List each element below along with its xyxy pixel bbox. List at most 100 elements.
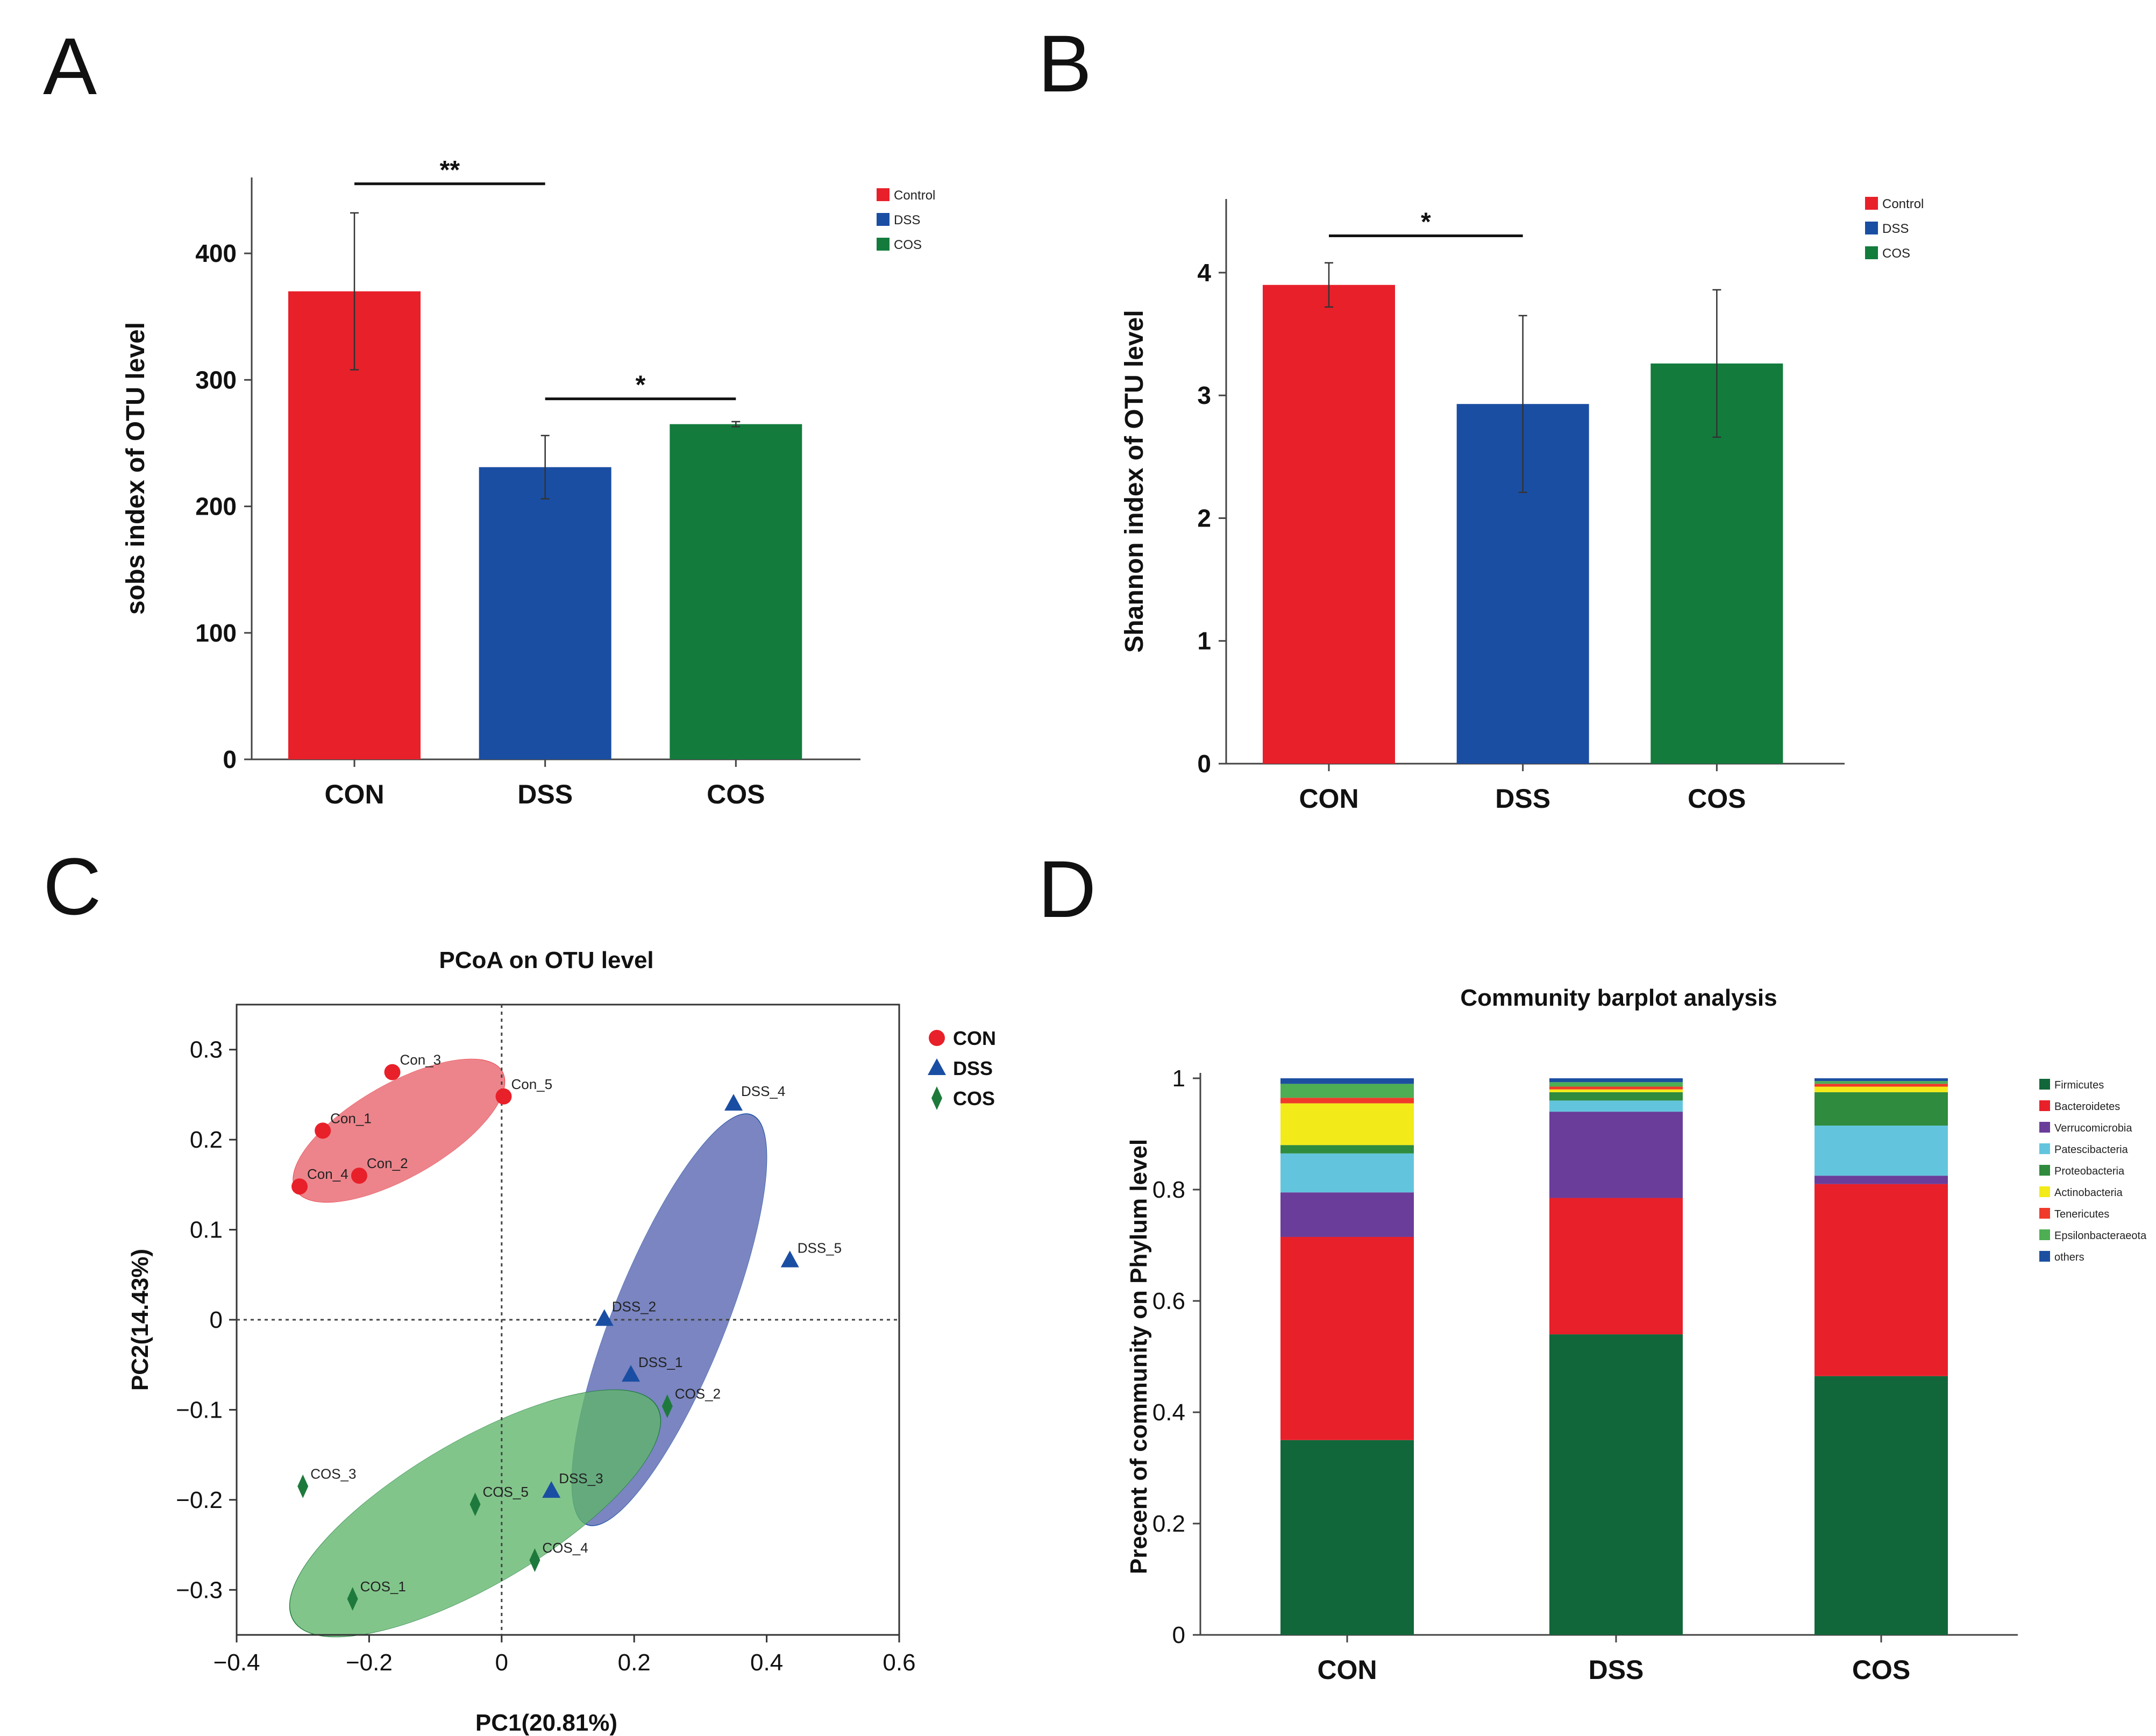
x-tick-label-dss: DSS: [1495, 784, 1550, 814]
legend-label-bacteroidetes: Bacteroidetes: [2054, 1101, 2120, 1113]
bar-segment-dss-proteobacteria: [1549, 1092, 1683, 1101]
y-tick-label: 2: [1197, 504, 1211, 532]
panel-letter-d: D: [1038, 844, 1096, 934]
x-tick-label: 0: [495, 1649, 508, 1676]
legend-label-dss: DSS: [1882, 222, 1909, 236]
panel-c-pcoa-chart: −0.4 −0.2 0 0.2 0.4 0.6 −0.3 −0.2 −0.1 0 0.1 0.2 0.3…: [127, 947, 996, 1736]
bar-segment-dss-patescibacteria: [1549, 1100, 1683, 1112]
x-tick-label: 0.2: [618, 1649, 651, 1676]
y-axis-label: PC2(14.43%): [127, 1249, 153, 1391]
y-tick-label: 4: [1197, 259, 1211, 287]
point-dss-4: [724, 1094, 743, 1111]
y-tick-label: −0.1: [176, 1397, 223, 1423]
point-cos-2: [661, 1394, 673, 1418]
y-tick-label: 0.1: [190, 1217, 223, 1243]
point-con-1: [315, 1122, 331, 1139]
x-tick-label-dss: DSS: [1589, 1655, 1644, 1685]
chart-title: Community barplot analysis: [1460, 985, 1777, 1011]
panel-letter-b: B: [1038, 18, 1092, 109]
bar-segment-dss-others: [1549, 1078, 1683, 1083]
legend-label-cos: COS: [1882, 246, 1910, 261]
bar-segment-con-bacteroidetes: [1280, 1236, 1414, 1440]
point-dss-1: [622, 1365, 641, 1382]
legend-label-dss: DSS: [894, 213, 920, 227]
legend-marker-dss: [928, 1058, 946, 1075]
legend-label-patescibacteria: Patescibacteria: [2054, 1144, 2129, 1156]
y-axis-label: Shannon index of OTU level: [1120, 310, 1149, 652]
point-dss-3: [542, 1481, 561, 1498]
point-label-cos-3: COS_3: [310, 1466, 356, 1482]
point-label-dss-3: DSS_3: [559, 1470, 603, 1486]
x-axis-label: PC1(20.81%): [475, 1710, 617, 1736]
point-cos-3: [297, 1474, 309, 1498]
y-axis-label: Precent of community on Phylum level: [1126, 1139, 1152, 1574]
point-label-con-3: Con_3: [400, 1052, 442, 1068]
legend-label-dss: DSS: [953, 1057, 993, 1079]
bar-segment-con-verrucomicrobia: [1280, 1192, 1414, 1237]
y-tick-label: 0.8: [1152, 1177, 1185, 1203]
legend-swatch-control: [1865, 197, 1878, 210]
bar-segment-con-actinobacteria: [1280, 1103, 1414, 1146]
point-label-dss-1: DSS_1: [638, 1354, 682, 1370]
y-tick-label: 400: [195, 239, 237, 267]
point-con-3: [384, 1064, 401, 1080]
bar-segment-cos-tenericutes: [1815, 1084, 1948, 1087]
point-con-5: [495, 1088, 512, 1105]
bar-segment-con-patescibacteria: [1280, 1153, 1414, 1193]
legend-swatch-actinobacteria: [2039, 1186, 2050, 1197]
panel-letter-a: A: [43, 21, 97, 111]
y-tick-label: −0.3: [176, 1577, 223, 1603]
x-tick-label-cos: COS: [1688, 784, 1746, 814]
point-label-cos-5: COS_5: [483, 1484, 529, 1500]
legend-label-tenericutes: Tenericutes: [2054, 1208, 2109, 1220]
y-tick-label: 0: [1172, 1622, 1185, 1648]
x-tick-label-con: CON: [1299, 784, 1358, 814]
bar-segment-dss-actinobacteria: [1549, 1089, 1683, 1092]
bar-segment-cos-actinobacteria: [1815, 1086, 1948, 1092]
bar-segment-con-others: [1280, 1078, 1414, 1084]
bar-segment-cos-verrucomicrobia: [1815, 1176, 1948, 1184]
point-con-4: [291, 1178, 308, 1195]
bar-segment-dss-epsilonbacteraeota: [1549, 1082, 1683, 1087]
legend-marker-con: [929, 1030, 945, 1046]
bar-segment-cos-others: [1815, 1078, 1948, 1082]
x-tick-label: −0.2: [346, 1649, 393, 1676]
point-label-con-5: Con_5: [511, 1076, 552, 1092]
y-tick-label: 3: [1197, 381, 1211, 409]
y-axis-label: sobs index of OTU level: [122, 322, 150, 615]
y-tick-label: 0: [223, 745, 237, 773]
point-label-cos-2: COS_2: [675, 1386, 721, 1402]
legend-swatch-dss: [877, 213, 890, 226]
point-label-cos-4: COS_4: [542, 1540, 588, 1556]
legend-swatch-verrucomicrobia: [2039, 1122, 2050, 1133]
legend-swatch-dss: [1865, 222, 1878, 234]
bar-segment-dss-verrucomicrobia: [1549, 1112, 1683, 1198]
y-tick-label: 0.3: [190, 1037, 223, 1063]
x-tick-label-cos: COS: [1852, 1655, 1910, 1685]
legend-swatch-others: [2039, 1251, 2050, 1262]
significance-label: *: [1421, 208, 1431, 236]
bar-segment-dss-firmicutes: [1549, 1334, 1683, 1635]
legend-swatch-patescibacteria: [2039, 1143, 2050, 1154]
legend-swatch-epsilonbacteraeota: [2039, 1229, 2050, 1240]
legend-label-proteobacteria: Proteobacteria: [2054, 1165, 2125, 1177]
significance-label: *: [636, 371, 646, 400]
y-tick-label: 300: [195, 366, 237, 394]
y-tick-label: 0.2: [190, 1127, 223, 1153]
y-tick-label: 100: [195, 619, 237, 647]
bar-segment-cos-epsilonbacteraeota: [1815, 1081, 1948, 1084]
bar-cos: [670, 424, 802, 759]
bar-segment-con-firmicutes: [1280, 1440, 1414, 1635]
x-tick-label: 0.6: [883, 1649, 915, 1676]
point-label-cos-1: COS_1: [360, 1578, 406, 1595]
panel-b-shannon-chart: 0 1 2 3 4 CON DSS COS * Shannon index of OTU leve…: [1120, 197, 1924, 814]
panel-letter-c: C: [43, 841, 101, 931]
legend-swatch-proteobacteria: [2039, 1165, 2050, 1176]
bar-segment-cos-bacteroidetes: [1815, 1184, 1948, 1376]
x-tick-label: −0.4: [214, 1649, 260, 1676]
x-tick-label-con: CON: [1317, 1655, 1377, 1685]
y-tick-label: 0.4: [1152, 1399, 1185, 1426]
bar-segment-con-proteobacteria: [1280, 1145, 1414, 1154]
legend-label-firmicutes: Firmicutes: [2054, 1079, 2104, 1091]
